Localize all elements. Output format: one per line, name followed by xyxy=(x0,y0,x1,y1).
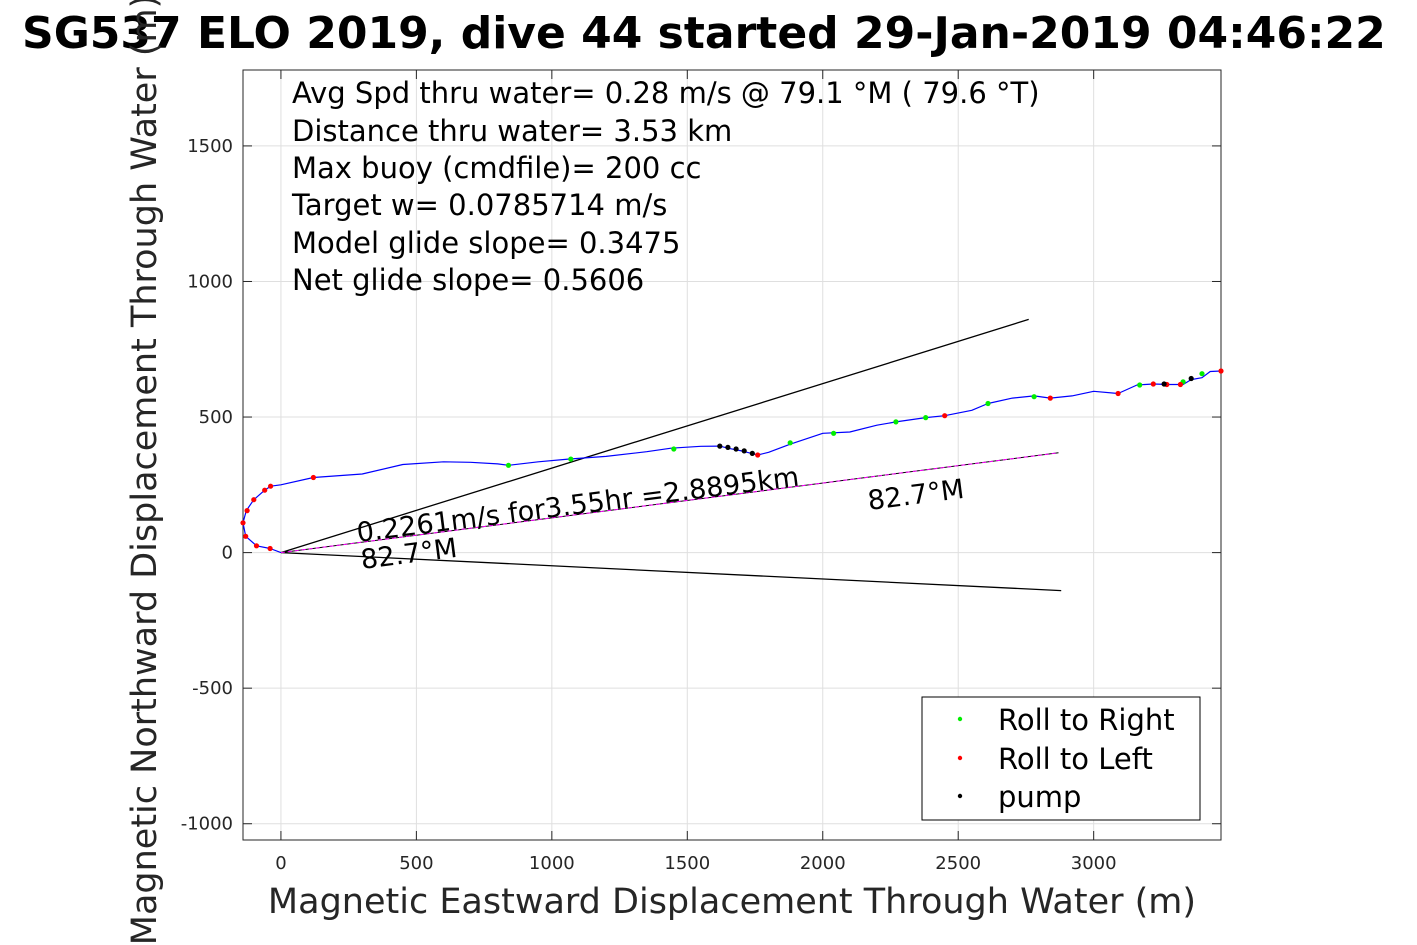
point-roll-to-right xyxy=(985,400,991,407)
legend-marker-pump xyxy=(957,793,963,799)
axis-ticks xyxy=(243,70,1221,840)
point-roll-to-left xyxy=(240,520,246,526)
data-points xyxy=(240,368,1224,552)
legend-label-roll-right: Roll to Right xyxy=(998,703,1175,737)
point-pump xyxy=(1161,381,1167,387)
point-pump xyxy=(749,450,755,456)
point-roll-to-left xyxy=(310,474,316,481)
stat-model-glide-slope: Model glide slope= 0.3475 xyxy=(292,226,680,260)
point-roll-to-right xyxy=(1031,394,1037,400)
stats-block: Avg Spd thru water= 0.28 m/s @ 79.1 °M (… xyxy=(291,76,1040,297)
y-tick-label: 1000 xyxy=(187,271,233,292)
point-roll-to-right xyxy=(787,440,793,446)
point-pump xyxy=(733,446,739,452)
y-tick-label: 1500 xyxy=(187,136,233,157)
point-roll-to-right xyxy=(568,456,574,462)
point-roll-to-left xyxy=(1115,390,1121,397)
stat-target-w: Target w= 0.0785714 m/s xyxy=(291,188,667,222)
point-roll-to-right xyxy=(831,430,837,436)
legend: Roll to Right Roll to Left pump xyxy=(921,696,1201,821)
legend-label-pump: pump xyxy=(998,780,1081,814)
point-roll-to-left xyxy=(1177,381,1183,388)
net-track-dashed xyxy=(280,452,1059,554)
legend-marker-roll-right xyxy=(957,716,963,722)
x-axis-label: Magnetic Eastward Displacement Through W… xyxy=(268,882,1196,922)
point-roll-to-left xyxy=(268,483,274,489)
x-tick-label: 1000 xyxy=(529,853,575,874)
point-roll-to-left xyxy=(262,487,268,493)
point-roll-to-left xyxy=(1218,368,1224,374)
point-roll-to-left xyxy=(253,543,260,549)
stat-net-glide-slope: Net glide slope= 0.5606 xyxy=(292,263,644,297)
dive-track-line xyxy=(242,370,1222,554)
x-tick-label: 0 xyxy=(275,853,286,874)
grid-lines xyxy=(243,70,1221,840)
x-tick-labels: 0 500 1000 1500 2000 2500 3000 xyxy=(275,853,1116,874)
point-pump xyxy=(717,443,723,449)
x-tick-label: 1500 xyxy=(664,853,710,874)
x-tick-label: 2000 xyxy=(800,853,846,874)
stat-avg-speed: Avg Spd thru water= 0.28 m/s @ 79.1 °M (… xyxy=(292,76,1040,110)
y-tick-label: -500 xyxy=(192,678,233,699)
cone-line-upper xyxy=(280,318,1029,554)
legend-label-roll-left: Roll to Left xyxy=(998,742,1153,776)
point-roll-to-left xyxy=(755,452,761,458)
x-tick-label: 2500 xyxy=(935,853,981,874)
point-roll-to-left xyxy=(942,413,948,419)
point-roll-to-right xyxy=(1199,371,1205,377)
plot-area xyxy=(242,69,1222,841)
x-tick-label: 3000 xyxy=(1071,853,1117,874)
y-tick-label: -1000 xyxy=(181,814,233,835)
cone-line-lower xyxy=(280,551,1062,592)
point-pump xyxy=(741,448,747,454)
point-roll-to-left xyxy=(1150,381,1156,387)
stat-max-buoy: Max buoy (cmdfile)= 200 cc xyxy=(292,151,701,185)
data-lines xyxy=(242,318,1222,592)
stat-distance: Distance thru water= 3.53 km xyxy=(292,114,732,148)
point-roll-to-left xyxy=(244,508,250,514)
chart-title: SG537 ELO 2019, dive 44 started 29-Jan-2… xyxy=(22,8,1386,59)
point-roll-to-left xyxy=(267,545,273,552)
legend-box xyxy=(921,696,1201,821)
point-roll-to-right xyxy=(893,419,899,425)
y-axis-label: Magnetic Northward Displacement Through … xyxy=(125,0,165,945)
point-roll-to-right xyxy=(505,462,512,468)
y-tick-labels: -1000 -500 0 500 1000 1500 xyxy=(181,136,233,835)
point-roll-to-right xyxy=(671,446,677,452)
legend-marker-roll-left xyxy=(957,755,963,761)
point-roll-to-left xyxy=(243,533,249,539)
point-roll-to-right xyxy=(1137,382,1143,388)
point-roll-to-right xyxy=(923,415,929,421)
y-tick-label: 500 xyxy=(199,407,233,428)
point-pump xyxy=(725,444,731,450)
point-roll-to-left xyxy=(251,497,257,503)
x-tick-label: 500 xyxy=(399,853,433,874)
point-roll-to-left xyxy=(1047,395,1053,401)
point-pump xyxy=(1188,375,1194,382)
y-tick-label: 0 xyxy=(222,543,233,564)
